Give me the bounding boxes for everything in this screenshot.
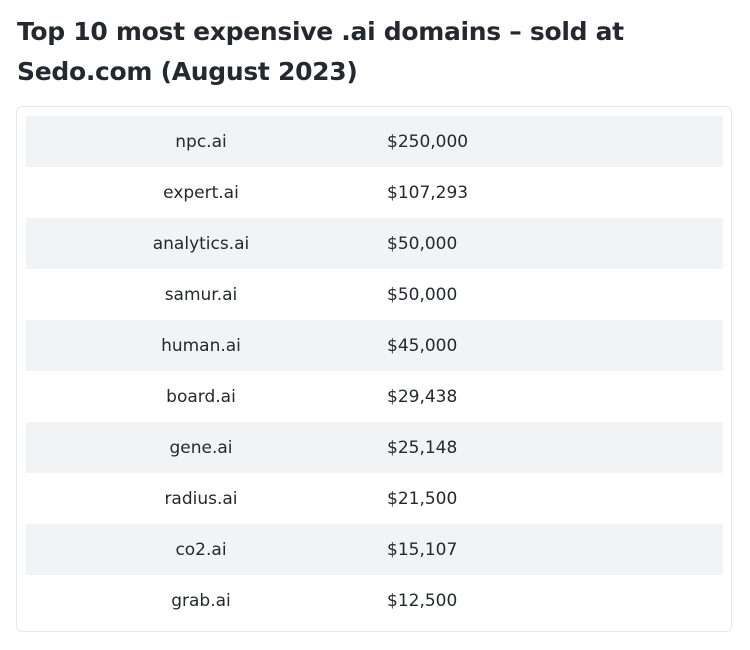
domain-cell: co2.ai xyxy=(175,539,227,560)
table-row: samur.ai $50,000 xyxy=(26,269,723,320)
domain-sales-table: npc.ai $250,000 expert.ai $107,293 analy… xyxy=(26,116,723,626)
price-cell: $29,438 xyxy=(387,386,458,407)
price-cell: $50,000 xyxy=(387,233,458,254)
price-cell: $107,293 xyxy=(387,182,469,203)
domain-sales-table-card: npc.ai $250,000 expert.ai $107,293 analy… xyxy=(16,106,732,632)
table-row: expert.ai $107,293 xyxy=(26,167,723,218)
table-row: gene.ai $25,148 xyxy=(26,422,723,473)
domain-cell: board.ai xyxy=(166,386,236,407)
domain-cell: gene.ai xyxy=(169,437,233,458)
domain-cell: human.ai xyxy=(161,335,241,356)
domain-cell: radius.ai xyxy=(164,488,238,509)
price-cell: $50,000 xyxy=(387,284,458,305)
domain-cell: npc.ai xyxy=(175,131,227,152)
domain-cell: samur.ai xyxy=(164,284,238,305)
table-row: human.ai $45,000 xyxy=(26,320,723,371)
domain-cell: grab.ai xyxy=(171,590,231,611)
price-cell: $45,000 xyxy=(387,335,458,356)
price-cell: $12,500 xyxy=(387,590,458,611)
table-row: npc.ai $250,000 xyxy=(26,116,723,167)
price-cell: $21,500 xyxy=(387,488,458,509)
price-cell: $25,148 xyxy=(387,437,458,458)
table-row: co2.ai $15,107 xyxy=(26,524,723,575)
price-cell: $15,107 xyxy=(387,539,458,560)
domain-cell: expert.ai xyxy=(163,182,239,203)
table-row: radius.ai $21,500 xyxy=(26,473,723,524)
page-title: Top 10 most expensive .ai domains – sold… xyxy=(17,17,624,86)
price-cell: $250,000 xyxy=(387,131,469,152)
table-row: board.ai $29,438 xyxy=(26,371,723,422)
domain-cell: analytics.ai xyxy=(152,233,250,254)
table-row: grab.ai $12,500 xyxy=(26,575,723,626)
table-row: analytics.ai $50,000 xyxy=(26,218,723,269)
